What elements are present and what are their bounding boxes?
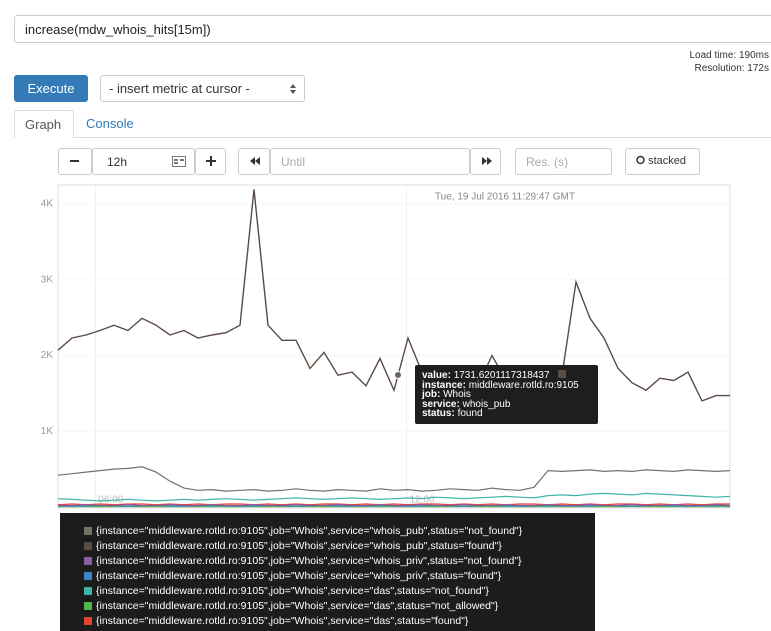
load-time: Load time: 190ms: [689, 50, 770, 61]
y-tick-label: 1K: [41, 426, 54, 437]
metric-select-label: - insert metric at cursor -: [109, 81, 250, 96]
calendar-icon: [172, 156, 186, 167]
legend-swatch: [84, 601, 92, 610]
range-minus[interactable]: [58, 148, 92, 175]
tooltip-key: service:: [422, 398, 460, 410]
series-line: [57, 503, 730, 506]
legend-label: {instance="middleware.rotld.ro:9105",job…: [96, 569, 502, 582]
legend-label: {instance="middleware.rotld.ro:9105",job…: [96, 554, 522, 567]
range-input[interactable]: 12h: [92, 148, 195, 175]
metric-select[interactable]: - insert metric at cursor -: [100, 75, 305, 102]
series-line: [57, 466, 731, 492]
tooltip-value: 1731.6201117318437: [453, 370, 550, 381]
tooltip-key: value:: [422, 370, 451, 381]
x-tick-label: 12:00: [409, 495, 434, 506]
legend-label: {instance="middleware.rotld.ro:9105",job…: [96, 524, 523, 537]
legend-entry: {instance="middleware.rotld.ro:9105",job…: [84, 613, 595, 628]
legend-entry: {instance="middleware.rotld.ro:9105",job…: [84, 553, 595, 568]
select-arrows: [290, 84, 296, 94]
tooltip-value: Whois: [443, 389, 471, 401]
legend-label: {instance="middleware.rotld.ro:9105",job…: [96, 539, 502, 552]
tooltip-line: job: Whois: [422, 390, 591, 400]
legend-label: {instance="middleware.rotld.ro:9105",job…: [96, 614, 469, 627]
legend-swatch: [84, 586, 92, 595]
tooltip-line: instance: middleware.rotld.ro:9105: [422, 379, 591, 391]
stacked-button[interactable]: stacked: [625, 148, 700, 175]
tooltip: value: 1731.6201117318437 instance: middl…: [415, 365, 598, 424]
legend-entry: {instance="middleware.rotld.ro:9105",job…: [84, 583, 595, 598]
series-line: [57, 492, 731, 502]
tooltip-line: value: 1731.6201117318437: [422, 370, 591, 381]
tooltip-value: found: [457, 408, 483, 420]
range-value: 12h: [107, 155, 128, 169]
legend-label: {instance="middleware.rotld.ro:9105",job…: [96, 584, 489, 597]
hover-point: [394, 371, 402, 379]
tooltip-line: service: whois_pub: [422, 398, 591, 410]
tooltip-line: status: found: [422, 409, 591, 419]
query-input[interactable]: increase(mdw_whois_hits[15m]): [14, 15, 771, 43]
legend-swatch: [84, 541, 92, 550]
legend-label: {instance="middleware.rotld.ro:9105",job…: [96, 599, 499, 612]
legend-entry: {instance="middleware.rotld.ro:9105",job…: [84, 568, 595, 583]
execute-button[interactable]: Execute: [14, 75, 88, 102]
legend-entry: {instance="middleware.rotld.ro:9105",job…: [84, 598, 595, 613]
stacked-label: stacked: [648, 155, 686, 167]
legend-swatch: [84, 556, 92, 565]
y-tick-label: 2K: [41, 350, 54, 361]
tooltip-key: status:: [422, 408, 455, 420]
console-tab[interactable]: Console: [86, 116, 134, 131]
range-plus[interactable]: [195, 148, 226, 175]
time-back[interactable]: [238, 148, 270, 175]
time-forward[interactable]: [470, 148, 501, 175]
legend-entry: {instance="middleware.rotld.ro:9105",job…: [84, 523, 595, 538]
y-tick-label: 3K: [41, 274, 54, 285]
series-line: [57, 189, 730, 402]
tooltip-key: instance:: [422, 379, 466, 391]
res-input[interactable]: Res. (s): [515, 148, 612, 175]
tab-divider: [74, 137, 771, 138]
legend-swatch: [84, 571, 92, 580]
tooltip-value: whois_pub: [462, 398, 511, 410]
tooltip-value: middleware.rotld.ro:9105: [468, 379, 579, 391]
tooltip-swatch: [557, 370, 566, 378]
resolution-stat: Resolution: 172s: [694, 63, 770, 74]
plot-area: [57, 184, 731, 509]
legend-entry: {instance="middleware.rotld.ro:9105",job…: [84, 538, 595, 553]
legend-swatch: [84, 616, 92, 625]
tooltip-key: job:: [422, 389, 441, 401]
until-input[interactable]: Until: [270, 148, 470, 175]
series-line: [58, 504, 731, 507]
y-tick-label: 4K: [41, 199, 54, 210]
legend-swatch: [84, 526, 92, 535]
legend: {instance="middleware.rotld.ro:9105",job…: [60, 513, 595, 631]
hover-time: Tue, 19 Jul 2016 11:29:47 GMT: [435, 192, 575, 203]
graph-tab[interactable]: Graph: [14, 110, 74, 138]
